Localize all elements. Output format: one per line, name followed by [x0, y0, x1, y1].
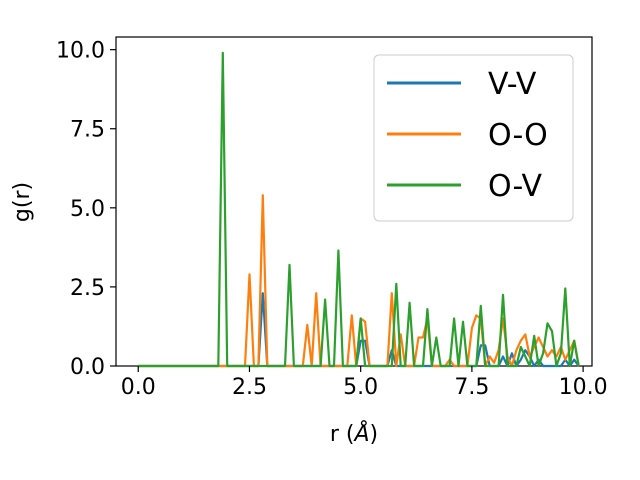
y-axis-ticks: 0.0 2.5 5.0 7.5 10.0 [56, 39, 116, 380]
legend: V-V O-O O-V [373, 54, 574, 222]
series-line-o-v [138, 51, 580, 368]
x-tick-label: 7.5 [454, 375, 489, 400]
y-tick-label: 0.0 [70, 355, 105, 380]
x-tick-label: 2.5 [232, 375, 267, 400]
legend-label-v-v: V-V [488, 67, 537, 102]
legend-box [373, 54, 574, 222]
y-axis-label: g(r) [10, 182, 35, 222]
y-tick-label: 5.0 [70, 197, 105, 222]
x-tick-label: 5.0 [343, 375, 378, 400]
y-tick-label: 7.5 [70, 118, 105, 143]
series-layer [138, 51, 580, 368]
plot-area [115, 36, 593, 368]
x-tick-label: 0.0 [121, 375, 156, 400]
y-tick-label: 10.0 [56, 39, 105, 64]
legend-label-o-o: O-O [488, 118, 548, 153]
x-tick-label: 10.0 [559, 375, 608, 400]
y-tick-label: 2.5 [70, 276, 105, 301]
legend-label-o-v: O-V [488, 169, 543, 204]
x-axis-label: r (Å) [330, 420, 378, 447]
x-axis-ticks: 0.0 2.5 5.0 7.5 10.0 [121, 366, 608, 400]
